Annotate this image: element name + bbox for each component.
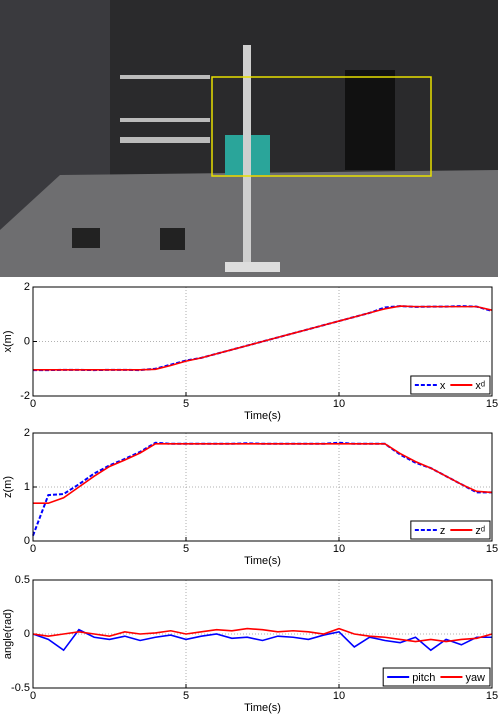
photo-panel [345,70,395,170]
x-tick-label: 15 [486,398,498,410]
y-tick-label: 0.5 [15,574,30,586]
legend-label: x [440,380,446,392]
legend-label: xᵈ [475,380,485,392]
photo-shelf [120,137,210,143]
photo-shelf [120,118,210,122]
legend-label: yaw [465,672,485,684]
x-tick-label: 0 [30,543,36,555]
x-tick-label: 0 [30,690,36,702]
y-axis-label: z(m) [2,476,14,498]
photo [0,0,498,277]
y-tick-label: 0 [24,628,30,640]
legend-label: z [440,525,446,537]
y-tick-label: 0 [24,335,30,347]
y-axis-label: angle(rad) [2,609,14,659]
x-tick-label: 5 [183,543,189,555]
x-tick-label: 5 [183,690,189,702]
y-tick-label: 0 [24,535,30,547]
x-tick-label: 10 [333,398,345,410]
y-tick-label: 1 [24,481,30,493]
x-tick-label: 10 [333,543,345,555]
y-tick-label: 2 [24,281,30,293]
x-axis-label: Time(s) [244,702,281,714]
y-tick-label: 2 [24,427,30,439]
figure: 051015-202Time(s)x(m)xxᵈ051015012Time(s)… [0,0,498,721]
legend: z zᵈ [411,521,490,539]
photo-pole [243,45,251,270]
legend-label: pitch [412,672,435,684]
x-tick-label: 0 [30,398,36,410]
y-axis-label: x(m) [2,331,14,353]
x-axis-label: Time(s) [244,555,281,567]
x-tick-label: 15 [486,690,498,702]
legend: x xᵈ [411,376,490,394]
x-axis-label: Time(s) [244,410,281,422]
photo-block [160,228,185,250]
x-tick-label: 5 [183,398,189,410]
photo-shelf [120,75,210,79]
x-tick-label: 10 [333,690,345,702]
photo-base [225,262,280,272]
y-tick-label: -0.5 [11,682,30,694]
legend: pitch yaw [383,668,490,686]
photo-block [72,228,100,248]
legend-label: zᵈ [475,525,485,537]
page: {"chart_data": [ {"type": "line", "xlabe… [0,0,498,721]
y-tick-label: -2 [20,390,30,402]
x-tick-label: 15 [486,543,498,555]
